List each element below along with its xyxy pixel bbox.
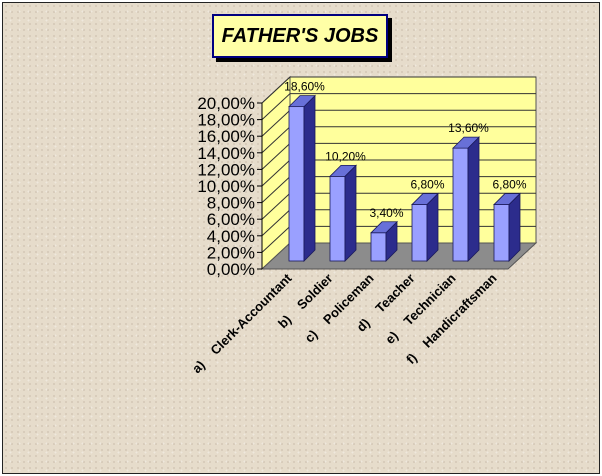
- data-label: 6,80%: [492, 178, 526, 192]
- data-label: 6,80%: [410, 178, 444, 192]
- bar-side: [303, 94, 316, 262]
- y-tick-label: 18,00%: [197, 111, 255, 130]
- bar-side: [344, 164, 357, 262]
- bar: [370, 220, 398, 262]
- bar-front: [493, 204, 510, 262]
- y-tick-label: 10,00%: [197, 177, 255, 196]
- bar: [452, 136, 480, 262]
- y-tick-label: 2,00%: [207, 243, 255, 262]
- bar-top: [370, 221, 398, 234]
- y-tick-label: 0,00%: [207, 260, 255, 279]
- bar-side: [426, 192, 439, 262]
- gridline: [261, 76, 536, 104]
- bar-front: [452, 147, 469, 262]
- y-tick-label: 12,00%: [197, 160, 255, 179]
- y-tick-label: 6,00%: [207, 210, 255, 229]
- bar-front: [329, 175, 346, 262]
- bar-top: [329, 164, 357, 177]
- bar: [288, 94, 316, 262]
- bar-front: [288, 106, 305, 262]
- bar: [411, 192, 439, 262]
- y-tick-label: 16,00%: [197, 127, 255, 146]
- chart-title: FATHER'S JOBS: [212, 14, 388, 58]
- data-label: 10,20%: [325, 149, 366, 163]
- bar: [493, 192, 521, 262]
- y-tick-label: 4,00%: [207, 227, 255, 246]
- bar-front: [370, 232, 387, 262]
- bar-top: [288, 95, 316, 108]
- data-labels: 18,60% 10,20% 3,40% 6,80% 13,60% 6,80%: [284, 80, 527, 220]
- y-tick-label: 14,00%: [197, 144, 255, 163]
- bar: [329, 164, 357, 262]
- bar-side: [467, 136, 480, 262]
- bar-side: [508, 192, 521, 262]
- y-tick-label: 8,00%: [207, 194, 255, 213]
- data-label: 3,40%: [369, 206, 403, 220]
- bar-top: [493, 193, 521, 205]
- y-tick-label: 20,00%: [197, 94, 255, 113]
- bar-top: [452, 136, 480, 149]
- bar-series: [288, 94, 521, 262]
- bar-front: [411, 204, 428, 262]
- bar-top: [411, 193, 439, 205]
- data-label: 18,60%: [284, 80, 325, 94]
- category-label: e) Technician: [382, 270, 458, 346]
- gridline: [261, 93, 536, 120]
- y-axis: 0,00%2,00%4,00%6,00%8,00%10,00%12,00%14,…: [197, 94, 263, 279]
- data-label: 13,60%: [448, 121, 489, 135]
